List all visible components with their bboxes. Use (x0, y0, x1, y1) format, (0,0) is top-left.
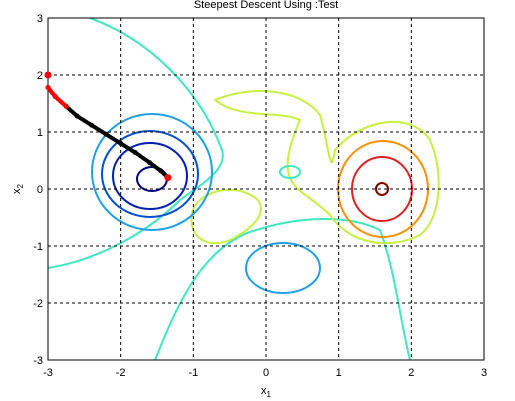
x-tick-label: 2 (408, 367, 414, 379)
x-tick-label: -1 (188, 367, 198, 379)
start-point (44, 71, 52, 79)
y-tick-label: -2 (33, 298, 43, 310)
y-tick-label: 3 (37, 13, 43, 25)
x-tick-label: 0 (263, 367, 269, 379)
y-axis-label-sub: 2 (16, 183, 25, 188)
path-point (158, 168, 164, 174)
contour (190, 188, 262, 245)
path-point (74, 113, 80, 119)
x-tick-label: -3 (43, 367, 53, 379)
y-tick-label: 1 (37, 127, 43, 139)
y-axis-label-text: x (11, 188, 23, 194)
contour (245, 242, 321, 294)
y-tick-label: 0 (37, 184, 43, 196)
x-tick-label: 3 (481, 367, 487, 379)
path-point (89, 122, 95, 128)
x-tick-label: 1 (336, 367, 342, 379)
contour (91, 113, 213, 231)
contour (101, 130, 199, 218)
contour (213, 90, 440, 245)
path-point (132, 150, 138, 156)
path-point (103, 131, 109, 137)
y-tick-label: 2 (37, 70, 43, 82)
y-tick-label: -3 (33, 355, 43, 367)
contour (279, 165, 301, 179)
x-axis-label: x1 (261, 385, 272, 399)
x-axis-label-text: x (261, 385, 267, 397)
contour (375, 182, 389, 196)
contour (351, 156, 413, 222)
path-point (45, 85, 51, 91)
x-tick-label: -2 (116, 367, 126, 379)
path-point (52, 94, 58, 100)
contour (154, 218, 411, 361)
y-tick-label: -1 (33, 241, 43, 253)
x-axis-label-sub: 1 (267, 390, 272, 399)
end-point (164, 174, 172, 182)
y-axis-label: x2 (11, 183, 25, 194)
contours (47, 17, 440, 361)
path-point (147, 160, 153, 166)
contour (112, 142, 188, 210)
path-point (63, 103, 69, 109)
contour (47, 17, 224, 269)
chart-title: Steepest Descent Using :Test (194, 0, 338, 11)
path-point (118, 140, 124, 146)
